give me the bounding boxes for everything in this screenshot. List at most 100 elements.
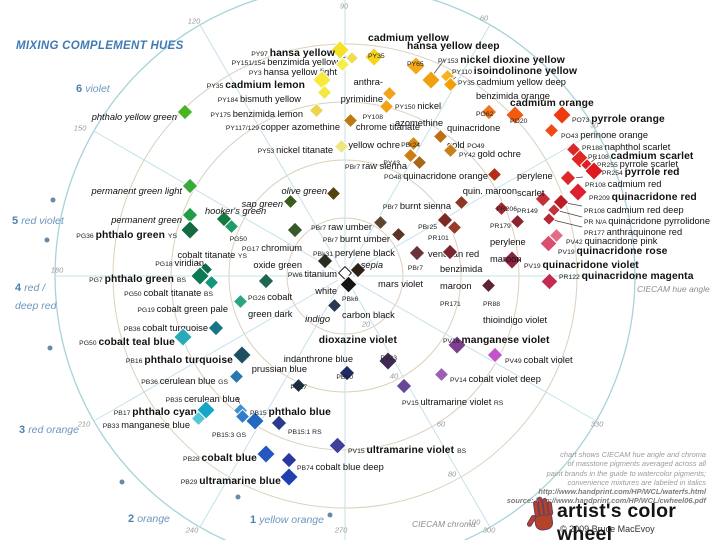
pigment-label: PBr7 mars violet bbox=[378, 265, 423, 290]
footnote-line: paint brands in the guide to watercolor … bbox=[546, 468, 706, 478]
pigment-label: PY97 hansa yellow bbox=[251, 48, 335, 59]
axis-tick: 270 bbox=[334, 525, 348, 535]
complement-label: 3 red orange bbox=[19, 424, 79, 436]
pigment-label: indigo bbox=[305, 314, 330, 324]
footnote-line: convenience mixtures are labeled in ital… bbox=[567, 477, 706, 487]
pigment-label: PB36 cerulean blue GS bbox=[141, 376, 228, 386]
pigment-label: sepia bbox=[360, 260, 383, 270]
pigment-label: PBr7 raw umber bbox=[311, 222, 372, 232]
pigment-label: yellow ochre PY43 bbox=[348, 140, 400, 168]
pigment-label: PBr7 raw sienna bbox=[345, 161, 407, 171]
pigment-label: PG50 cobalt titanate YS bbox=[177, 236, 247, 261]
pigment-label: PY153 nickel dioxine yellow bbox=[438, 55, 565, 66]
pigment-label: permanent green bbox=[111, 215, 182, 225]
chart-title: artist's color wheel bbox=[557, 500, 677, 540]
pigment-label: PV14 cobalt violet deep bbox=[450, 374, 541, 384]
pigment-label: PBr7 burnt sienna bbox=[382, 201, 451, 211]
axis-tick: 60 bbox=[436, 419, 446, 429]
complement-label: 5 red violet bbox=[12, 215, 64, 227]
complement-label: 1 yellow orange bbox=[250, 514, 324, 526]
axis-tick: 120 bbox=[187, 16, 201, 26]
pigment-label: prussian blue PB27 bbox=[251, 364, 307, 392]
pigment-label: PY151/154 benzimida yellow bbox=[231, 57, 338, 67]
pigment-label: PR177 anthraquinone red bbox=[584, 227, 683, 237]
axis-tick: 80 bbox=[447, 469, 457, 479]
pigment-label: PV16 manganese violet bbox=[443, 335, 550, 346]
pigment-label: perylene scarlet PR149 bbox=[517, 171, 553, 216]
pigment-label: PR179 perylene maroon bbox=[490, 223, 526, 265]
pigment-label: PV19 quinacridone violet bbox=[524, 260, 639, 271]
pigment-label: dioxazine violet PV23 bbox=[318, 335, 397, 363]
axis-tick: 60 bbox=[479, 13, 489, 23]
pigment-label: quin. maroon PR206 bbox=[462, 186, 517, 214]
pigment-label: indanthrone blue PB60 bbox=[283, 354, 353, 382]
pigment-label: PO48 quinacridone orange bbox=[383, 171, 488, 181]
complement-dot bbox=[327, 512, 333, 518]
complement-dot bbox=[47, 345, 53, 351]
pigment-label: PB15 phthalo blue bbox=[250, 407, 331, 418]
axis-tick: 100 bbox=[467, 517, 481, 527]
pigment-label: PV15 ultramarine violet RS bbox=[402, 397, 504, 407]
complement-label: 4 red / deep red bbox=[15, 282, 57, 313]
pigment-label: olive green bbox=[281, 186, 327, 196]
pigment-label: PO73 pyrrole orange bbox=[572, 114, 665, 125]
pigment-label: PG50 cobalt titanate BS bbox=[124, 288, 213, 298]
footnote-line: of masstone pigments averaged across all bbox=[567, 459, 706, 469]
pigment-label: PB15:1 RS bbox=[288, 429, 322, 436]
pigment-label: PO43 perinone orange bbox=[561, 130, 648, 140]
footnote-line: source: http://www.handprint.com/HP/WCL/… bbox=[506, 496, 706, 506]
pigment-label: benzimida maroon PR171 bbox=[440, 264, 483, 309]
pigment-label: PG17 chromium oxide green bbox=[241, 243, 302, 271]
pigment-label: PR108 cadmium scarlet bbox=[588, 151, 694, 162]
pigment-label: PBr7 burnt umber bbox=[322, 234, 390, 244]
pigment-label: PV19 quinacridone rose bbox=[558, 246, 668, 257]
pigment-label: PR88 thioindigo violet bbox=[483, 301, 548, 326]
pigment-label: PB28 cobalt blue bbox=[183, 453, 257, 464]
pigment-label: PY35 cadmium lemon bbox=[206, 80, 305, 91]
pigment-label: PY117/129 copper azomethine bbox=[225, 122, 340, 132]
pigment-label: PY175 benzimida lemon bbox=[210, 109, 303, 119]
axis-tick: 40 bbox=[389, 371, 399, 381]
axis-tick: 0 bbox=[633, 272, 639, 282]
pigment-label: PW6 titanium white bbox=[287, 269, 337, 297]
pigment-label: PB35 cerulean blue bbox=[165, 394, 240, 404]
pigment-label: PR108 cadmium red deep bbox=[584, 205, 684, 215]
pigment-label: PY35 cadmium yellow deep bbox=[458, 77, 566, 87]
footnote-line: chart shows CIECAM hue angle and chroma bbox=[560, 450, 706, 459]
complement-dot bbox=[50, 197, 56, 203]
pigment-label: PB15:3 GS bbox=[212, 432, 247, 439]
pigment-label: PG7 phthalo green BS bbox=[89, 274, 186, 285]
complement-dot bbox=[235, 494, 241, 500]
axis-tick: 300 bbox=[482, 525, 496, 535]
axis-tick: 150 bbox=[73, 123, 87, 133]
pigment-label: PR254 pyrrole red bbox=[602, 167, 680, 178]
pigment-label: PB16 phthalo turquoise bbox=[125, 355, 233, 366]
axis-tick: 180 bbox=[50, 265, 64, 275]
pigment-label: PB17 phthalo cyan bbox=[113, 407, 197, 418]
pigment-label: PR122 quinacridone magenta bbox=[559, 271, 694, 282]
hue-axis-label: CIECAM hue angle bbox=[637, 284, 710, 294]
pigment-label: PG50 cobalt teal blue bbox=[79, 337, 175, 348]
pigment-label: PY150 nickel azomethine bbox=[395, 101, 444, 129]
pigment-label: permanent green light bbox=[91, 186, 182, 196]
chroma-axis-label: CIECAM chroma bbox=[412, 519, 476, 529]
pigment-label: hooker's green bbox=[205, 206, 267, 216]
pigment-label: PR188 naphthol scarlet bbox=[582, 142, 671, 152]
pigment-label: PR101venetian red bbox=[428, 235, 480, 260]
complement-dot bbox=[119, 479, 125, 485]
pigment-label: PY184 bismuth yellow bbox=[217, 94, 301, 104]
pigment-label: PR N/A quinacridone pyrrolidone bbox=[584, 216, 711, 226]
pigment-label: PG36 phthalo green YS bbox=[76, 230, 177, 241]
axis-tick: 330 bbox=[590, 419, 604, 429]
pigment-label: PY110 isoindolinone yellow bbox=[452, 66, 578, 77]
pigment-label: PY3 hansa yellow light bbox=[248, 67, 337, 77]
pigment-label: quinacridone gold PO49 bbox=[447, 123, 501, 151]
pigment-label: PR255 pyrrole scarlet bbox=[597, 159, 679, 169]
pigment-label: sap green bbox=[241, 199, 283, 209]
pigment-label: phthalo yellow green bbox=[91, 112, 177, 122]
pigment-label: PBk31 perylene black bbox=[313, 248, 395, 258]
pigment-label: PG18 viridian bbox=[155, 258, 204, 268]
pigment-label: PB36 cobalt turquoise bbox=[123, 323, 208, 333]
pigment-label: PB74 cobalt blue deep bbox=[297, 462, 384, 472]
pigment-label: PB33 manganese blue bbox=[102, 420, 190, 430]
